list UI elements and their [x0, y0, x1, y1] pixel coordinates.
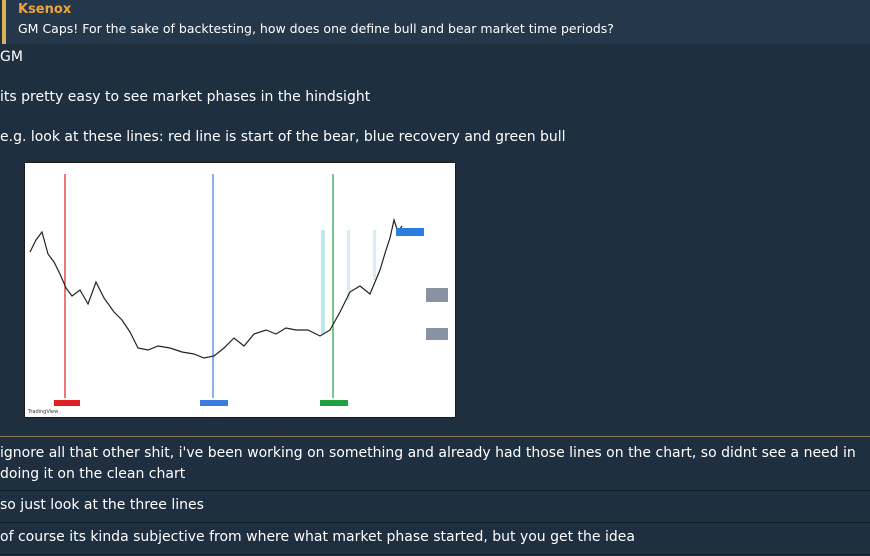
image-brand: TradingView: [27, 409, 58, 415]
highlight: [321, 230, 325, 334]
image-bg: [24, 162, 456, 418]
price-tag: [396, 228, 424, 236]
separator: [0, 522, 870, 523]
message: e.g. look at these lines: red line is st…: [0, 129, 566, 145]
quote-author[interactable]: Ksenox: [18, 2, 72, 17]
price-path: [29, 217, 403, 359]
message: GM: [0, 49, 23, 65]
price-tag: [426, 288, 448, 302]
price-tag: [426, 328, 448, 340]
separator: [0, 490, 870, 491]
date-tag: [54, 400, 80, 406]
quote-text: GM Caps! For the sake of backtesting, ho…: [18, 21, 614, 36]
chart-image[interactable]: TradingView: [24, 162, 456, 418]
date-tag: [200, 400, 228, 406]
separator: [0, 436, 870, 437]
date-tag: [320, 400, 348, 406]
highlight: [347, 230, 350, 300]
quote-block: Ksenox GM Caps! For the sake of backtest…: [2, 0, 870, 44]
message: ignore all that other shit, i've been wo…: [0, 445, 856, 482]
highlight: [373, 230, 376, 280]
separator: [0, 554, 870, 555]
message: of course its kinda subjective from wher…: [0, 529, 635, 545]
message: so just look at the three lines: [0, 497, 204, 513]
message: its pretty easy to see market phases in …: [0, 89, 371, 105]
